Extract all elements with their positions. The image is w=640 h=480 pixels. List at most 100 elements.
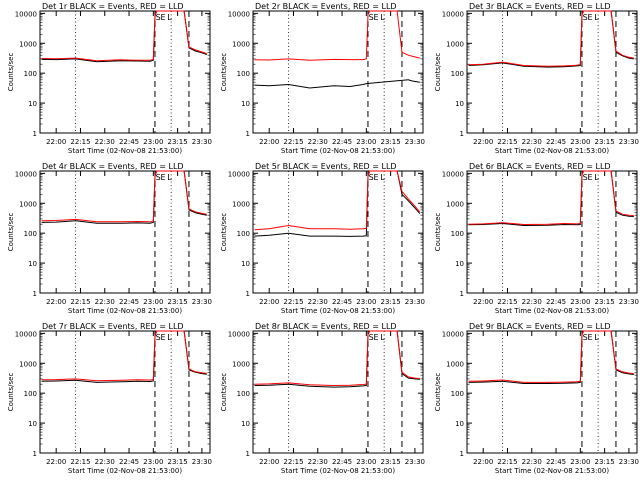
x-axis-label: Start Time (02-Nov-08 21:53:00) — [281, 467, 395, 475]
marker-label-l: L — [380, 173, 385, 182]
y-tick-label: 1 — [246, 290, 250, 298]
panel-title: Det 1r BLACK = Events, RED = LLD — [42, 2, 184, 11]
panel-det-9r: 1 10 100 1000 10000 22:00 22:15 22:30 22:45 23:00… — [434, 322, 639, 475]
x-tick-label: 22:30 — [95, 138, 115, 146]
lld-rate-line — [41, 10, 207, 62]
events-rate-line — [254, 79, 420, 89]
plot-frame — [39, 170, 211, 294]
x-tick-label: 22:30 — [95, 298, 115, 306]
x-tick-label: 22:30 — [308, 458, 328, 466]
y-tick-label: 1000 — [19, 40, 37, 48]
y-axis-label: Counts/sec — [220, 373, 228, 412]
x-tick-label: 22:00 — [46, 458, 66, 466]
x-tick-label: 23:30 — [619, 458, 639, 466]
y-axis-label: Counts/sec — [434, 213, 442, 252]
marker-label-l: L — [167, 173, 172, 182]
y-tick-label: 1 — [460, 450, 464, 458]
marker-label-e: E — [374, 13, 379, 22]
x-tick-label: 22:00 — [259, 458, 279, 466]
marker-label-s: S — [369, 13, 374, 22]
x-tick-label: 22:00 — [46, 298, 66, 306]
lld-rate-line — [468, 170, 634, 226]
panel-det-3r: 1 10 100 1000 10000 22:00 22:15 22:30 22:45 23:00… — [434, 2, 639, 155]
x-axis-label: Start Time (02-Nov-08 21:53:00) — [281, 147, 395, 155]
y-tick-label: 100 — [24, 390, 37, 398]
marker-label-l: L — [594, 173, 599, 182]
y-axis-label: Counts/sec — [7, 213, 15, 252]
y-tick-label: 10 — [455, 100, 464, 108]
x-tick-label: 23:00 — [356, 458, 376, 466]
y-tick-label: 1000 — [232, 40, 250, 48]
lld-rate-line — [254, 10, 420, 61]
marker-label-l: L — [594, 13, 599, 22]
lld-rate-line — [468, 330, 634, 383]
x-axis-label: Start Time (02-Nov-08 21:53:00) — [495, 307, 609, 315]
events-rate-line — [468, 10, 634, 68]
x-tick-label: 23:00 — [570, 458, 590, 466]
marker-label-l: L — [167, 333, 172, 342]
marker-label-e: E — [588, 13, 593, 22]
x-tick-label: 23:30 — [405, 138, 425, 146]
x-tick-label: 22:45 — [546, 458, 566, 466]
lld-rate-line — [41, 330, 207, 382]
y-tick-label: 100 — [237, 70, 250, 78]
y-tick-label: 1000 — [232, 360, 250, 368]
y-tick-label: 1 — [33, 130, 37, 138]
x-tick-label: 22:00 — [473, 458, 493, 466]
y-tick-label: 1 — [33, 450, 37, 458]
marker-label-s: S — [156, 333, 161, 342]
marker-label-s: S — [583, 333, 588, 342]
marker-label-s: S — [583, 173, 588, 182]
x-tick-label: 23:15 — [595, 458, 615, 466]
x-tick-label: 23:30 — [192, 138, 212, 146]
panel-title: Det 4r BLACK = Events, RED = LLD — [42, 162, 184, 171]
plot-frame — [39, 330, 211, 454]
x-tick-label: 22:00 — [473, 138, 493, 146]
x-tick-label: 23:15 — [595, 298, 615, 306]
marker-label-l: L — [380, 333, 385, 342]
marker-label-e: E — [588, 333, 593, 342]
panel-det-1r: 1 10 100 1000 10000 22:00 22:15 22:30 22:45 23:00… — [7, 2, 212, 155]
panel-det-4r: 1 10 100 1000 10000 22:00 22:15 22:30 22:45 23:00… — [7, 162, 212, 315]
y-tick-label: 1000 — [446, 40, 464, 48]
x-axis-label: Start Time (02-Nov-08 21:53:00) — [68, 467, 182, 475]
plot-frame — [39, 10, 211, 134]
marker-label-e: E — [161, 333, 166, 342]
panel-det-5r: 1 10 100 1000 10000 22:00 22:15 22:30 22:45 23:00… — [220, 162, 425, 315]
y-tick-label: 1 — [33, 290, 37, 298]
events-rate-line — [468, 330, 634, 384]
marker-label-s: S — [369, 173, 374, 182]
x-tick-label: 23:30 — [619, 298, 639, 306]
panel-title: Det 8r BLACK = Events, RED = LLD — [255, 322, 397, 331]
y-tick-label: 100 — [237, 230, 250, 238]
panel-title: Det 2r BLACK = Events, RED = LLD — [255, 2, 397, 11]
panel-det-6r: 1 10 100 1000 10000 22:00 22:15 22:30 22:45 23:00… — [434, 162, 639, 315]
x-tick-label: 22:15 — [70, 298, 90, 306]
plot-frame — [466, 330, 638, 454]
y-tick-label: 1 — [246, 450, 250, 458]
marker-label-e: E — [588, 173, 593, 182]
y-tick-label: 10000 — [15, 170, 37, 178]
x-tick-label: 22:00 — [473, 298, 493, 306]
plot-frame — [252, 330, 424, 454]
x-tick-label: 23:15 — [381, 458, 401, 466]
y-tick-label: 1000 — [446, 360, 464, 368]
y-tick-label: 10 — [241, 420, 250, 428]
y-tick-label: 10 — [455, 420, 464, 428]
x-tick-label: 22:30 — [522, 138, 542, 146]
y-tick-label: 1 — [246, 130, 250, 138]
x-axis-label: Start Time (02-Nov-08 21:53:00) — [68, 307, 182, 315]
y-axis-label: Counts/sec — [434, 373, 442, 412]
marker-label-s: S — [369, 333, 374, 342]
marker-label-e: E — [374, 173, 379, 182]
y-axis-label: Counts/sec — [220, 53, 228, 92]
x-tick-label: 22:15 — [70, 138, 90, 146]
y-tick-label: 10 — [241, 260, 250, 268]
y-tick-label: 100 — [24, 70, 37, 78]
marker-label-e: E — [161, 173, 166, 182]
x-tick-label: 23:15 — [168, 298, 188, 306]
x-tick-label: 22:15 — [497, 138, 517, 146]
marker-label-l: L — [594, 333, 599, 342]
x-axis-label: Start Time (02-Nov-08 21:53:00) — [495, 147, 609, 155]
x-tick-label: 22:00 — [259, 138, 279, 146]
